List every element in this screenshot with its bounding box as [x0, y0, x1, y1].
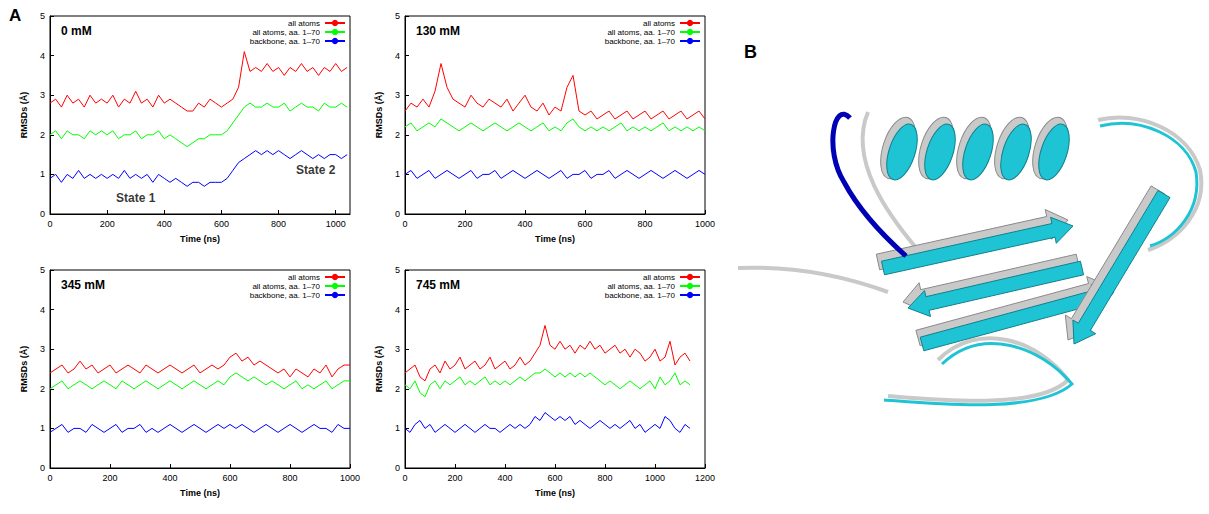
svg-text:130 mM: 130 mM [416, 24, 460, 38]
svg-text:4: 4 [395, 305, 400, 315]
svg-text:3: 3 [395, 90, 400, 100]
svg-text:0: 0 [40, 209, 45, 219]
svg-text:1000: 1000 [695, 219, 715, 229]
svg-text:Time (ns): Time (ns) [535, 488, 575, 498]
svg-text:2: 2 [40, 384, 45, 394]
svg-text:0: 0 [402, 219, 407, 229]
svg-text:all atoms: all atoms [643, 19, 675, 28]
svg-text:0: 0 [395, 209, 400, 219]
svg-text:State 1: State 1 [116, 191, 156, 205]
svg-text:200: 200 [100, 219, 115, 229]
svg-text:0: 0 [47, 473, 52, 483]
svg-text:all atoms: all atoms [288, 273, 320, 282]
svg-text:all atoms, aa. 1–70: all atoms, aa. 1–70 [252, 282, 320, 291]
svg-text:800: 800 [597, 473, 612, 483]
svg-text:2: 2 [395, 384, 400, 394]
svg-text:5: 5 [395, 265, 400, 275]
svg-text:0 mM: 0 mM [61, 24, 92, 38]
svg-text:400: 400 [517, 219, 532, 229]
svg-text:345 mM: 345 mM [61, 278, 105, 292]
svg-text:RMSDs (Å): RMSDs (Å) [19, 346, 29, 393]
svg-text:A: A [9, 6, 21, 25]
svg-text:5: 5 [395, 11, 400, 21]
svg-text:RMSDs (Å): RMSDs (Å) [19, 92, 29, 139]
svg-text:B: B [744, 42, 757, 62]
svg-text:800: 800 [271, 219, 286, 229]
svg-text:backbone, aa. 1–70: backbone, aa. 1–70 [605, 291, 676, 300]
svg-text:600: 600 [577, 219, 592, 229]
svg-text:200: 200 [457, 219, 472, 229]
svg-text:600: 600 [222, 473, 237, 483]
svg-text:State 2: State 2 [296, 163, 336, 177]
svg-text:600: 600 [547, 473, 562, 483]
svg-text:200: 200 [447, 473, 462, 483]
svg-text:800: 800 [282, 473, 297, 483]
svg-text:0: 0 [402, 473, 407, 483]
svg-text:RMSDs (Å): RMSDs (Å) [374, 346, 384, 393]
svg-text:5: 5 [40, 11, 45, 21]
svg-text:Time (ns): Time (ns) [180, 488, 220, 498]
svg-text:200: 200 [102, 473, 117, 483]
svg-text:400: 400 [162, 473, 177, 483]
svg-text:backbone, aa. 1–70: backbone, aa. 1–70 [250, 37, 321, 46]
svg-text:3: 3 [395, 344, 400, 354]
svg-text:1: 1 [40, 423, 45, 433]
svg-text:400: 400 [157, 219, 172, 229]
svg-text:0: 0 [395, 463, 400, 473]
svg-text:0: 0 [40, 463, 45, 473]
svg-text:3: 3 [40, 90, 45, 100]
svg-text:4: 4 [395, 51, 400, 61]
svg-text:Time (ns): Time (ns) [535, 234, 575, 244]
svg-text:400: 400 [497, 473, 512, 483]
svg-text:600: 600 [214, 219, 229, 229]
svg-text:2: 2 [40, 130, 45, 140]
svg-text:1: 1 [40, 169, 45, 179]
svg-text:all atoms: all atoms [643, 273, 675, 282]
svg-text:all atoms, aa. 1–70: all atoms, aa. 1–70 [607, 282, 675, 291]
svg-text:1000: 1000 [340, 473, 360, 483]
svg-text:4: 4 [40, 305, 45, 315]
svg-text:1000: 1000 [645, 473, 665, 483]
svg-text:Time (ns): Time (ns) [180, 234, 220, 244]
svg-text:4: 4 [40, 51, 45, 61]
svg-text:3: 3 [40, 344, 45, 354]
svg-text:backbone, aa. 1–70: backbone, aa. 1–70 [605, 37, 676, 46]
svg-text:800: 800 [637, 219, 652, 229]
svg-text:5: 5 [40, 265, 45, 275]
svg-text:1: 1 [395, 169, 400, 179]
svg-text:1: 1 [395, 423, 400, 433]
svg-text:1200: 1200 [695, 473, 715, 483]
svg-text:all atoms, aa. 1–70: all atoms, aa. 1–70 [607, 28, 675, 37]
svg-text:0: 0 [47, 219, 52, 229]
svg-text:backbone, aa. 1–70: backbone, aa. 1–70 [250, 291, 321, 300]
svg-text:745 mM: 745 mM [416, 278, 460, 292]
svg-text:RMSDs (Å): RMSDs (Å) [374, 92, 384, 139]
svg-text:all atoms: all atoms [288, 19, 320, 28]
svg-text:1000: 1000 [326, 219, 346, 229]
svg-text:2: 2 [395, 130, 400, 140]
svg-text:all atoms, aa. 1–70: all atoms, aa. 1–70 [252, 28, 320, 37]
